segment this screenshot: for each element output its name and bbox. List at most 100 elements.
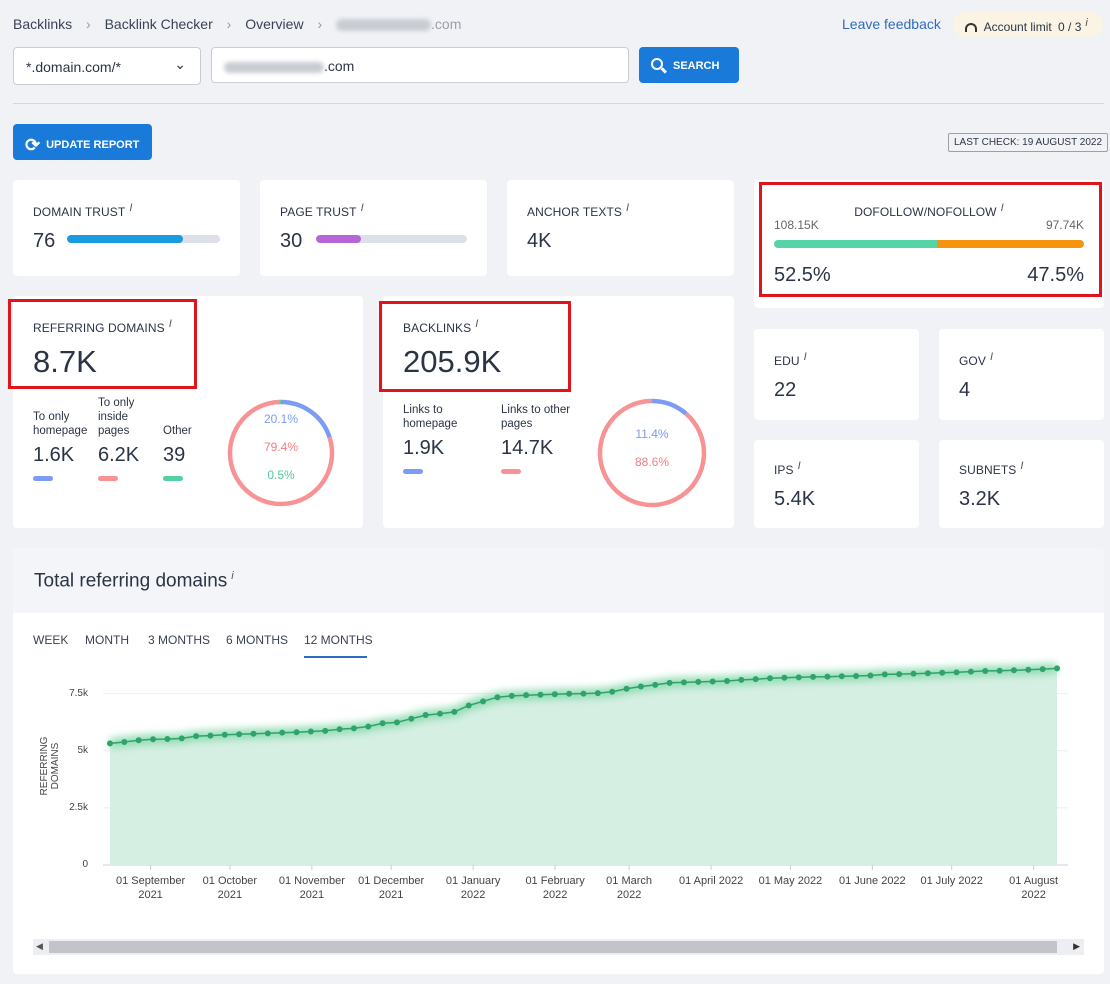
- gov-card: GOV i 4: [939, 329, 1104, 420]
- subnets-card: SUBNETS i 3.2K: [939, 440, 1104, 528]
- chart-header: [13, 548, 1104, 613]
- search-button-label: SEARCH: [673, 60, 720, 72]
- bl-donut-label-other: 88.6%: [634, 455, 670, 469]
- info-icon[interactable]: i: [797, 460, 801, 472]
- highlight-box-referring-domains: [8, 299, 197, 389]
- account-limit-label: Account limit: [983, 20, 1052, 34]
- refresh-icon: ⟳: [25, 135, 41, 155]
- bl-donut-slice-0: [651, 398, 688, 416]
- search-button[interactable]: SEARCH: [639, 47, 739, 83]
- gov-value: 4: [959, 379, 971, 401]
- info-icon[interactable]: i: [626, 202, 630, 214]
- bl-homepage-label: Links to homepage: [403, 404, 458, 430]
- info-icon[interactable]: i: [231, 570, 234, 582]
- page-trust-label: PAGE TRUST i: [280, 202, 364, 219]
- y-tick-label: 0: [82, 859, 88, 870]
- scope-select[interactable]: *.domain.com/* ⌄: [13, 47, 201, 85]
- referring-domains-donut: [227, 399, 335, 507]
- breadcrumb-current: .com: [431, 16, 462, 32]
- update-report-button[interactable]: ⟳ UPDATE REPORT: [13, 124, 152, 160]
- x-tick-label: 01 October 2021: [202, 875, 258, 901]
- leave-feedback-link[interactable]: Leave feedback: [842, 16, 941, 32]
- subnets-label: SUBNETS i: [959, 460, 1024, 477]
- referring-domains-chart-card: Total referring domains i: [13, 548, 1104, 974]
- chevron-right-icon: ›: [317, 16, 323, 32]
- y-tick-label: 2.5k: [69, 801, 88, 813]
- chevron-down-icon: ⌄: [174, 56, 186, 72]
- active-tab-underline: [304, 656, 367, 658]
- info-icon[interactable]: i: [360, 202, 364, 214]
- scope-select-value: *.domain.com/*: [26, 59, 121, 75]
- info-icon[interactable]: i: [129, 202, 133, 214]
- rd-homepage-legend-bar: [33, 476, 53, 481]
- nofollow-percent: 47.5%: [1027, 264, 1084, 286]
- domain-trust-value: 76: [33, 230, 56, 252]
- ips-label: IPS i: [774, 460, 801, 477]
- page-trust-card: PAGE TRUST i 30: [260, 180, 487, 276]
- tab-6-months[interactable]: 6 MONTHS: [226, 633, 289, 647]
- x-tick-label: 01 December 2021: [358, 875, 425, 901]
- scrollbar-thumb[interactable]: [49, 941, 1057, 953]
- breadcrumb-backlink-checker[interactable]: Backlink Checker: [104, 16, 213, 32]
- ips-value: 5.4K: [774, 488, 816, 510]
- chevron-right-icon: ›: [86, 16, 91, 32]
- chevron-right-icon: ›: [226, 16, 232, 32]
- bl-other-legend-bar: [501, 469, 521, 474]
- gauge-icon: [965, 23, 977, 32]
- rd-donut-label-inside: 79.4%: [263, 440, 299, 454]
- anchor-texts-value: 4K: [527, 230, 552, 252]
- tab-week[interactable]: WEEK: [33, 633, 69, 647]
- bl-donut-label-homepage: 11.4%: [635, 427, 669, 441]
- breadcrumb-backlinks[interactable]: Backlinks: [13, 16, 73, 32]
- rd-other-label: Other: [163, 425, 192, 437]
- info-icon[interactable]: i: [989, 351, 994, 363]
- info-icon[interactable]: i: [803, 351, 807, 363]
- info-icon[interactable]: i: [475, 318, 479, 330]
- info-icon[interactable]: i: [168, 318, 172, 330]
- rd-donut-label-other: 0.5%: [267, 468, 295, 482]
- horizontal-scrollbar[interactable]: ◀ ▶: [33, 939, 1084, 955]
- scroll-left-arrow-icon[interactable]: ◀: [36, 941, 43, 951]
- breadcrumb-redacted-blur: [336, 19, 432, 32]
- highlight-box-dofollow: [759, 182, 1102, 297]
- search-input-value: .com: [324, 58, 355, 74]
- x-tick-label: 01 June 2022: [839, 875, 906, 887]
- nofollow-bar-segment: [936, 240, 1084, 248]
- breadcrumb: Backlinks › Backlink Checker › Overview …: [13, 16, 461, 32]
- last-check-badge: LAST CHECK: 19 AUGUST 2022: [948, 133, 1109, 152]
- search-icon: [651, 58, 668, 74]
- search-input[interactable]: .com: [211, 47, 629, 83]
- info-icon[interactable]: i: [1085, 17, 1088, 29]
- breadcrumb-overview[interactable]: Overview: [245, 16, 304, 32]
- bl-homepage-value: 1.9K: [403, 437, 445, 459]
- x-tick-label: 01 July 2022: [920, 875, 983, 887]
- domain-trust-bar-fill: [67, 235, 184, 243]
- rd-inside-value: 6.2K: [98, 444, 140, 466]
- backlinks-card: BACKLINKS i 205.9K Links to homepage 1.9K …: [383, 296, 734, 528]
- highlight-box-backlinks: [379, 301, 571, 392]
- tab-month[interactable]: MONTH: [85, 633, 129, 647]
- x-tick-label: 01 November 2021: [278, 875, 345, 901]
- referring-domains-label: REFERRING DOMAINS i: [33, 318, 172, 335]
- backlinks-value: 205.9K: [403, 344, 502, 379]
- scroll-right-arrow-icon[interactable]: ▶: [1073, 941, 1080, 951]
- bl-donut-slice-1: [597, 398, 707, 508]
- info-icon[interactable]: i: [1020, 460, 1024, 472]
- tab-3-months[interactable]: 3 MONTHS: [148, 633, 211, 647]
- referring-domains-value: 8.7K: [33, 344, 97, 379]
- page-trust-bar: [316, 235, 467, 243]
- rd-homepage-label: To only homepage: [33, 411, 88, 437]
- ips-card: IPS i 5.4K: [754, 440, 919, 528]
- bl-homepage-legend-bar: [403, 469, 423, 474]
- bl-other-value: 14.7K: [501, 437, 554, 459]
- rd-donut-slice-1: [227, 399, 335, 507]
- x-tick-label: 01 September 2021: [116, 875, 186, 901]
- referring-domains-card: REFERRING DOMAINS i 8.7K To only homepage …: [13, 296, 363, 528]
- rd-inside-label: To only inside pages: [98, 397, 135, 437]
- info-icon[interactable]: i: [1000, 202, 1004, 214]
- x-tick-label: 01 April 2022: [678, 875, 744, 887]
- tab-12-months[interactable]: 12 MONTHS: [304, 633, 373, 647]
- x-tick-label: 01 May 2022: [758, 875, 823, 887]
- domain-trust-card: DOMAIN TRUST i 76: [13, 180, 240, 276]
